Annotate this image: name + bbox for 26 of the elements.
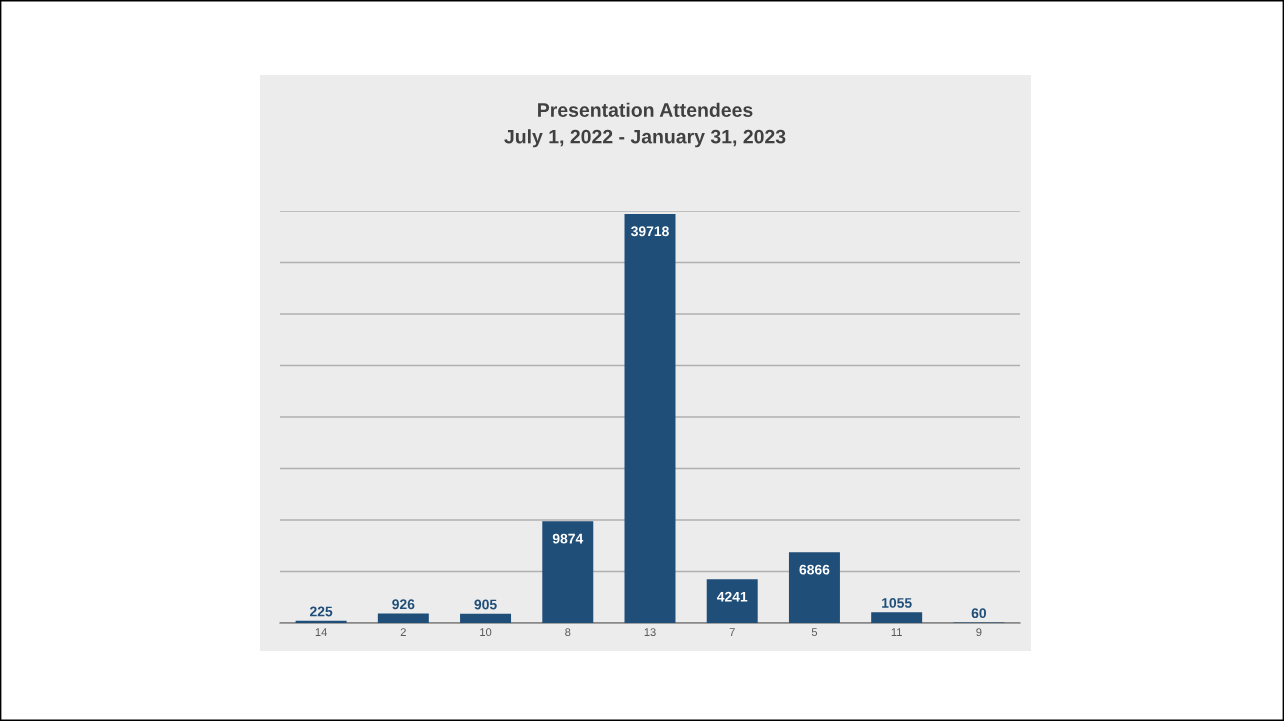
bar	[788, 552, 840, 623]
data-label: 4241	[716, 591, 748, 602]
data-label: 9874	[552, 533, 584, 544]
bar	[460, 613, 512, 623]
bar	[624, 213, 676, 623]
x-tick-label: 14	[315, 628, 327, 636]
data-label: 6866	[799, 564, 830, 575]
x-tick-label: 7	[729, 628, 735, 636]
x-tick-label: 8	[565, 628, 571, 637]
bar	[377, 613, 429, 623]
chart-title: Presentation Attendees July 1, 2022 - January 31, 2023	[504, 102, 786, 148]
data-label: 39718	[631, 226, 669, 237]
x-tick-label: 10	[480, 628, 492, 637]
bar	[706, 579, 758, 623]
x-tick-label: 11	[891, 628, 902, 636]
data-label: 1055	[882, 598, 912, 608]
bar	[542, 521, 594, 623]
x-tick-label: 5	[811, 628, 818, 637]
data-label: 60	[971, 608, 987, 619]
data-label: 225	[310, 606, 333, 617]
data-label: 905	[474, 599, 497, 610]
x-tick-label: 13	[644, 628, 656, 637]
bar	[871, 612, 923, 623]
data-label: 926	[392, 599, 415, 610]
x-tick-label: 2	[400, 628, 406, 636]
x-tick-label: 9	[976, 628, 982, 637]
